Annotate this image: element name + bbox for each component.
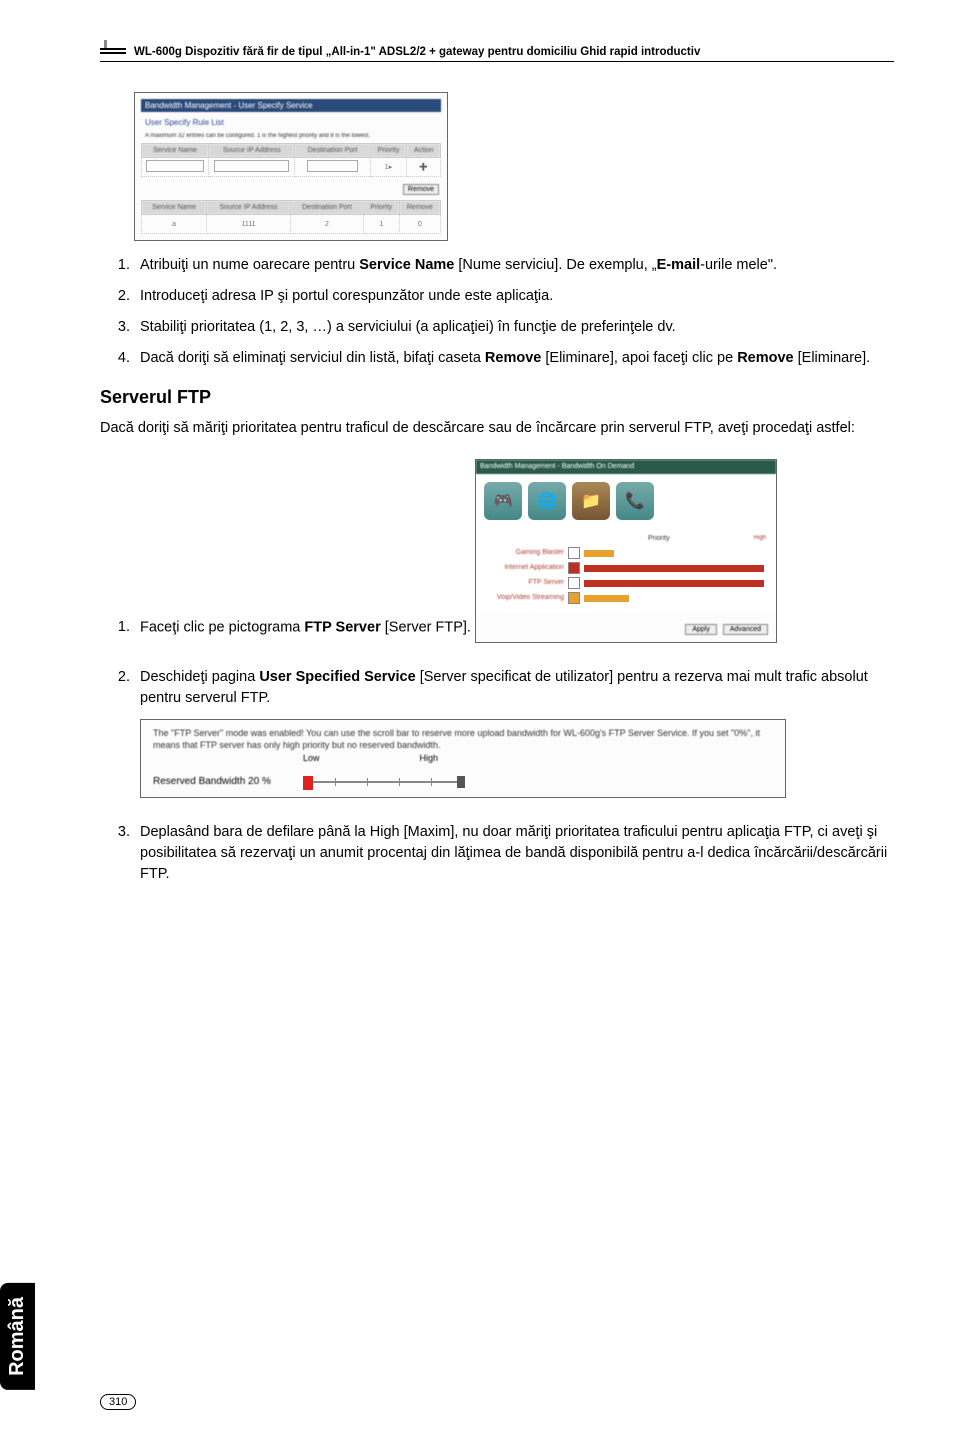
priority-bar bbox=[584, 565, 764, 572]
fig1-subtitle: User Specify Rule List bbox=[145, 118, 441, 127]
row-label: Gaming Blaster bbox=[486, 548, 568, 558]
high-label: High bbox=[420, 752, 439, 765]
figure-rule-list: Bandwidth Management - User Specify Serv… bbox=[134, 92, 448, 241]
cell: 0 bbox=[399, 215, 440, 234]
section-heading: Serverul FTP bbox=[100, 387, 894, 408]
fig2-icon-row: 🎮 🌐 📁 📞 bbox=[476, 474, 776, 528]
instruction-list-a: Atribuiţi un nume oarecare pentru Servic… bbox=[100, 255, 894, 369]
paragraph: Dacă doriţi să măriţi prioritatea pentru… bbox=[100, 418, 894, 439]
instruction-list-b: Faceţi clic pe pictograma FTP Server [Se… bbox=[100, 451, 894, 885]
priority-label: Priority bbox=[568, 534, 750, 544]
page-number: 310 bbox=[100, 1394, 136, 1410]
input-field bbox=[146, 160, 204, 172]
col-source-ip: Source IP Address bbox=[209, 144, 295, 158]
priority-bar bbox=[568, 547, 580, 559]
header-icon bbox=[100, 40, 126, 58]
high-label: High bbox=[754, 534, 766, 544]
app-icon: 🌐 bbox=[528, 482, 566, 520]
row-label: Voip/Video Streaming bbox=[486, 593, 568, 603]
priority-bar bbox=[568, 592, 580, 604]
priority-bar bbox=[584, 580, 764, 587]
apply-button: Apply bbox=[685, 624, 717, 635]
app-icon: 📁 bbox=[572, 482, 610, 520]
col-remove: Remove bbox=[399, 201, 440, 215]
input-field bbox=[307, 160, 358, 172]
col-source-ip: Source IP Address bbox=[207, 201, 291, 215]
page-header: WL-600g Dispozitiv fără fir de tipul „Al… bbox=[100, 40, 894, 62]
low-label: Low bbox=[303, 752, 320, 765]
list-item: Faceţi clic pe pictograma FTP Server [Se… bbox=[134, 451, 894, 657]
fig2-title: Bandwidth Management - Bandwidth On Dema… bbox=[476, 460, 776, 474]
list-item: Deplasând bara de defilare până la High … bbox=[134, 822, 894, 885]
col-action: Action bbox=[407, 144, 441, 158]
language-tab: Română bbox=[0, 1283, 35, 1390]
list-item: Dacă doriţi să eliminaţi serviciul din l… bbox=[134, 348, 894, 369]
priority-bar bbox=[568, 577, 580, 589]
figure-bandwidth-demand: Bandwidth Management - Bandwidth On Dema… bbox=[475, 459, 777, 643]
row-label: FTP Server bbox=[486, 578, 568, 588]
cell: 1 bbox=[363, 215, 399, 234]
priority-bar bbox=[584, 595, 629, 602]
fig1-table: Service Name Source IP Address Destinati… bbox=[141, 143, 441, 177]
col-service-name: Service Name bbox=[142, 201, 207, 215]
figure-reserved-bandwidth: The "FTP Server" mode was enabled! You c… bbox=[140, 719, 786, 798]
cell: 2 bbox=[290, 215, 363, 234]
col-priority: Priority bbox=[370, 144, 407, 158]
list-item: Deschideţi pagina User Specified Service… bbox=[134, 667, 894, 812]
fig1-table2: Service Name Source IP Address Destinati… bbox=[141, 200, 441, 234]
header-text: WL-600g Dispozitiv fără fir de tipul „Al… bbox=[134, 46, 700, 58]
app-icon: 🎮 bbox=[484, 482, 522, 520]
priority-bar bbox=[568, 562, 580, 574]
fig3-text: The "FTP Server" mode was enabled! You c… bbox=[153, 728, 773, 751]
col-priority: Priority bbox=[363, 201, 399, 215]
advanced-button: Advanced bbox=[723, 624, 768, 635]
list-item: Stabiliţi prioritatea (1, 2, 3, …) a ser… bbox=[134, 317, 894, 338]
list-item: Atribuiţi un nume oarecare pentru Servic… bbox=[134, 255, 894, 276]
fig1-desc: A maximum 32 entries can be configured. … bbox=[145, 133, 437, 139]
slider-end-icon bbox=[457, 776, 465, 788]
remove-button: Remove bbox=[403, 184, 439, 195]
priority-bar bbox=[584, 550, 614, 557]
col-dest-port: Destination Port bbox=[290, 201, 363, 215]
input-field bbox=[214, 160, 289, 172]
row-label: Internet Application bbox=[486, 563, 568, 573]
col-dest-port: Destination Port bbox=[295, 144, 370, 158]
bandwidth-slider bbox=[303, 776, 463, 788]
list-item: Introduceţi adresa IP şi portul corespun… bbox=[134, 286, 894, 307]
cell: 1111 bbox=[207, 215, 291, 234]
col-service-name: Service Name bbox=[142, 144, 209, 158]
slider-thumb-icon bbox=[303, 776, 313, 790]
cell: a bbox=[142, 215, 207, 234]
fig1-title: Bandwidth Management - User Specify Serv… bbox=[141, 99, 441, 112]
app-icon: 📞 bbox=[616, 482, 654, 520]
reserved-label: Reserved Bandwidth 20 % bbox=[153, 775, 303, 790]
